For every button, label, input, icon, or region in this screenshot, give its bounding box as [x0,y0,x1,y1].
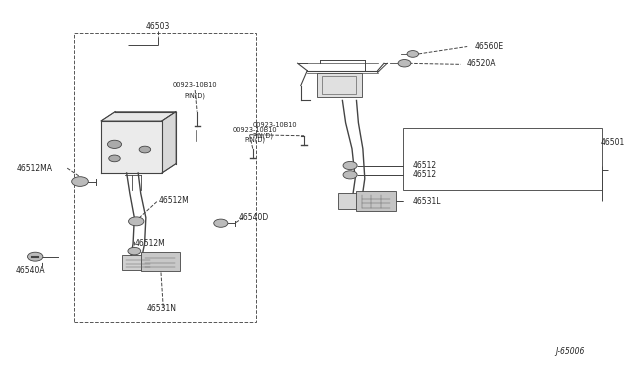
Text: J-65006: J-65006 [556,347,585,356]
Circle shape [28,252,43,261]
Text: 46512: 46512 [412,161,436,170]
Text: 46512: 46512 [412,170,436,179]
Bar [403,128,602,190]
Circle shape [109,155,120,162]
Polygon shape [101,121,162,173]
Text: 46540D: 46540D [239,213,269,222]
Text: 46520A: 46520A [467,60,496,68]
Text: PIN(D): PIN(D) [253,132,274,139]
Circle shape [343,161,357,170]
Text: 46531L: 46531L [412,197,441,206]
Circle shape [343,171,357,179]
Circle shape [139,146,150,153]
Text: 46503: 46503 [146,22,170,31]
FancyBboxPatch shape [338,193,367,209]
Text: 46512M: 46512M [159,196,189,205]
Bar [322,76,356,94]
Circle shape [129,217,144,226]
Polygon shape [101,112,176,121]
Text: PIN(D): PIN(D) [244,137,265,143]
Text: 00923-10B10: 00923-10B10 [173,82,218,88]
Text: 46512M: 46512M [134,239,165,248]
Circle shape [72,177,88,186]
FancyBboxPatch shape [122,255,154,270]
Circle shape [398,60,411,67]
Text: 46531N: 46531N [147,304,177,312]
Text: 00923-10B10: 00923-10B10 [253,122,298,128]
Text: 46501: 46501 [600,138,625,147]
Text: PIN(D): PIN(D) [185,92,205,99]
Circle shape [214,219,228,227]
FancyBboxPatch shape [356,191,396,211]
Circle shape [128,247,141,255]
Text: 46512MA: 46512MA [17,164,53,173]
Bar [317,73,362,97]
Circle shape [407,51,419,57]
Polygon shape [162,112,176,173]
Text: 46540A: 46540A [15,266,45,275]
FancyBboxPatch shape [141,252,180,271]
Text: 00923-10B10: 00923-10B10 [232,127,277,133]
Text: 46560E: 46560E [475,42,504,51]
Circle shape [108,140,122,148]
Bar [74,33,256,322]
